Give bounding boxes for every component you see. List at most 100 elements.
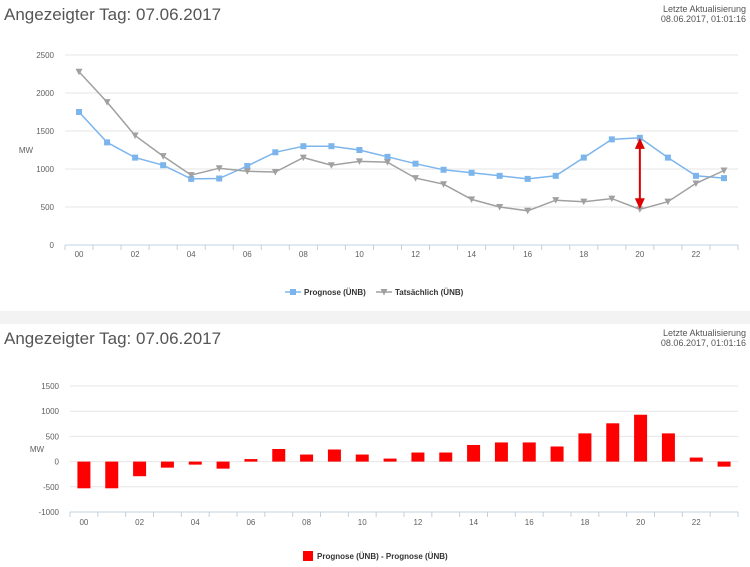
y-tick-label: 2500	[36, 51, 54, 60]
last-update: Letzte Aktualisierung 08.06.2017, 01:01:…	[661, 4, 746, 24]
y-axis-label: MW	[19, 146, 34, 155]
bar	[550, 446, 564, 462]
line-chart: 0 500 1000 1500 2000 2500 00 02 04 06 08 10 12 14 16 18…	[19, 51, 739, 297]
bar	[216, 461, 230, 469]
data-point	[300, 143, 307, 150]
arrow-head-up	[634, 137, 645, 149]
bar	[244, 459, 258, 462]
data-point	[103, 99, 111, 106]
bar	[383, 458, 397, 462]
bar	[272, 449, 286, 462]
data-point	[720, 167, 728, 175]
data-point	[131, 132, 139, 140]
bar-chart: -1000 -500 0 500 1000 1500 00 02 04 06 08 10 12 14 16 1…	[30, 382, 739, 561]
data-point	[524, 207, 532, 215]
panel-title: Angezeigter Tag: 07.06.2017	[4, 329, 222, 348]
x-tick-label: 12	[413, 518, 422, 527]
bar	[467, 444, 481, 462]
legend-label: Prognose (ÜNB) - Prognose (ÜNB)	[317, 552, 448, 561]
data-point	[636, 206, 644, 213]
y-axis-label: MW	[30, 445, 45, 454]
data-point	[272, 149, 279, 156]
data-point	[159, 153, 167, 160]
data-point	[243, 168, 251, 175]
y-tick-label: 0	[55, 458, 60, 467]
data-point	[384, 153, 391, 160]
data-point	[552, 172, 559, 179]
bar	[494, 442, 508, 462]
data-point	[75, 68, 83, 76]
data-point	[216, 175, 223, 182]
bar	[77, 461, 91, 489]
x-tick-label: 04	[191, 518, 200, 527]
bar	[689, 457, 703, 462]
bar	[133, 461, 147, 477]
legend-label: Prognose (ÜNB)	[304, 288, 366, 297]
y-tick-label: 1500	[41, 382, 59, 391]
data-point	[580, 198, 588, 206]
last-update-label: Letzte Aktualisierung	[662, 328, 746, 338]
y-tick-label: 0	[50, 241, 55, 250]
x-tick-label: 14	[467, 250, 476, 259]
bar	[661, 433, 675, 462]
data-point	[440, 181, 448, 188]
data-point	[328, 143, 335, 150]
data-point	[356, 147, 363, 153]
last-update-time: 08.06.2017, 01:01:16	[660, 338, 746, 348]
x-tick-label: 04	[187, 250, 196, 259]
x-tick-label: 10	[355, 250, 364, 259]
x-tick-label: 20	[636, 518, 645, 527]
arrow-head-down	[634, 198, 645, 210]
x-tick-label: 02	[135, 518, 144, 527]
series-line	[78, 111, 725, 180]
bar	[606, 423, 620, 462]
x-tick-label: 02	[131, 250, 140, 259]
data-point	[692, 180, 700, 187]
y-tick-label: -1000	[39, 508, 60, 517]
legend-marker	[380, 289, 388, 296]
data-point	[327, 162, 335, 169]
x-tick-label: 08	[299, 250, 308, 259]
data-point	[412, 160, 419, 167]
data-point	[664, 154, 671, 161]
data-point	[440, 166, 447, 173]
data-point	[215, 165, 223, 172]
bar	[300, 454, 314, 462]
data-point	[244, 162, 251, 169]
x-tick-label: 18	[580, 518, 589, 527]
x-tick-label: 18	[579, 250, 588, 259]
y-tick-label: 1000	[41, 407, 59, 416]
x-tick-label: 12	[411, 250, 420, 259]
y-tick-label: 2000	[36, 89, 54, 98]
data-point	[468, 169, 475, 176]
bar	[717, 461, 731, 467]
y-tick-label: 1000	[36, 165, 54, 174]
data-point	[355, 158, 363, 165]
x-tick-label: 22	[692, 518, 701, 527]
data-point	[496, 172, 503, 179]
bar	[411, 452, 425, 462]
data-point	[496, 204, 504, 211]
bar	[188, 461, 202, 465]
legend-marker	[290, 289, 296, 295]
data-point	[160, 162, 167, 169]
series-line	[78, 71, 725, 212]
last-update-label: Letzte Aktualisierung	[662, 4, 746, 14]
last-update-time: 08.06.2017, 01:01:16	[660, 14, 746, 24]
x-tick-label: 16	[523, 250, 532, 259]
y-tick-label: 500	[41, 203, 55, 212]
data-point	[664, 198, 672, 206]
difference-panel: Angezeigter Tag: 07.06.2017 Letzte Aktua…	[0, 324, 750, 567]
data-point	[187, 172, 195, 179]
x-tick-label: 10	[358, 518, 367, 527]
bar	[578, 433, 592, 462]
x-tick-label: 06	[243, 250, 252, 259]
data-point	[104, 139, 111, 146]
data-point	[720, 175, 727, 182]
bar	[355, 454, 369, 462]
data-point	[608, 195, 616, 203]
data-point	[412, 175, 420, 182]
data-point	[524, 175, 531, 182]
x-tick-label: 00	[75, 250, 84, 259]
data-point	[608, 136, 615, 143]
